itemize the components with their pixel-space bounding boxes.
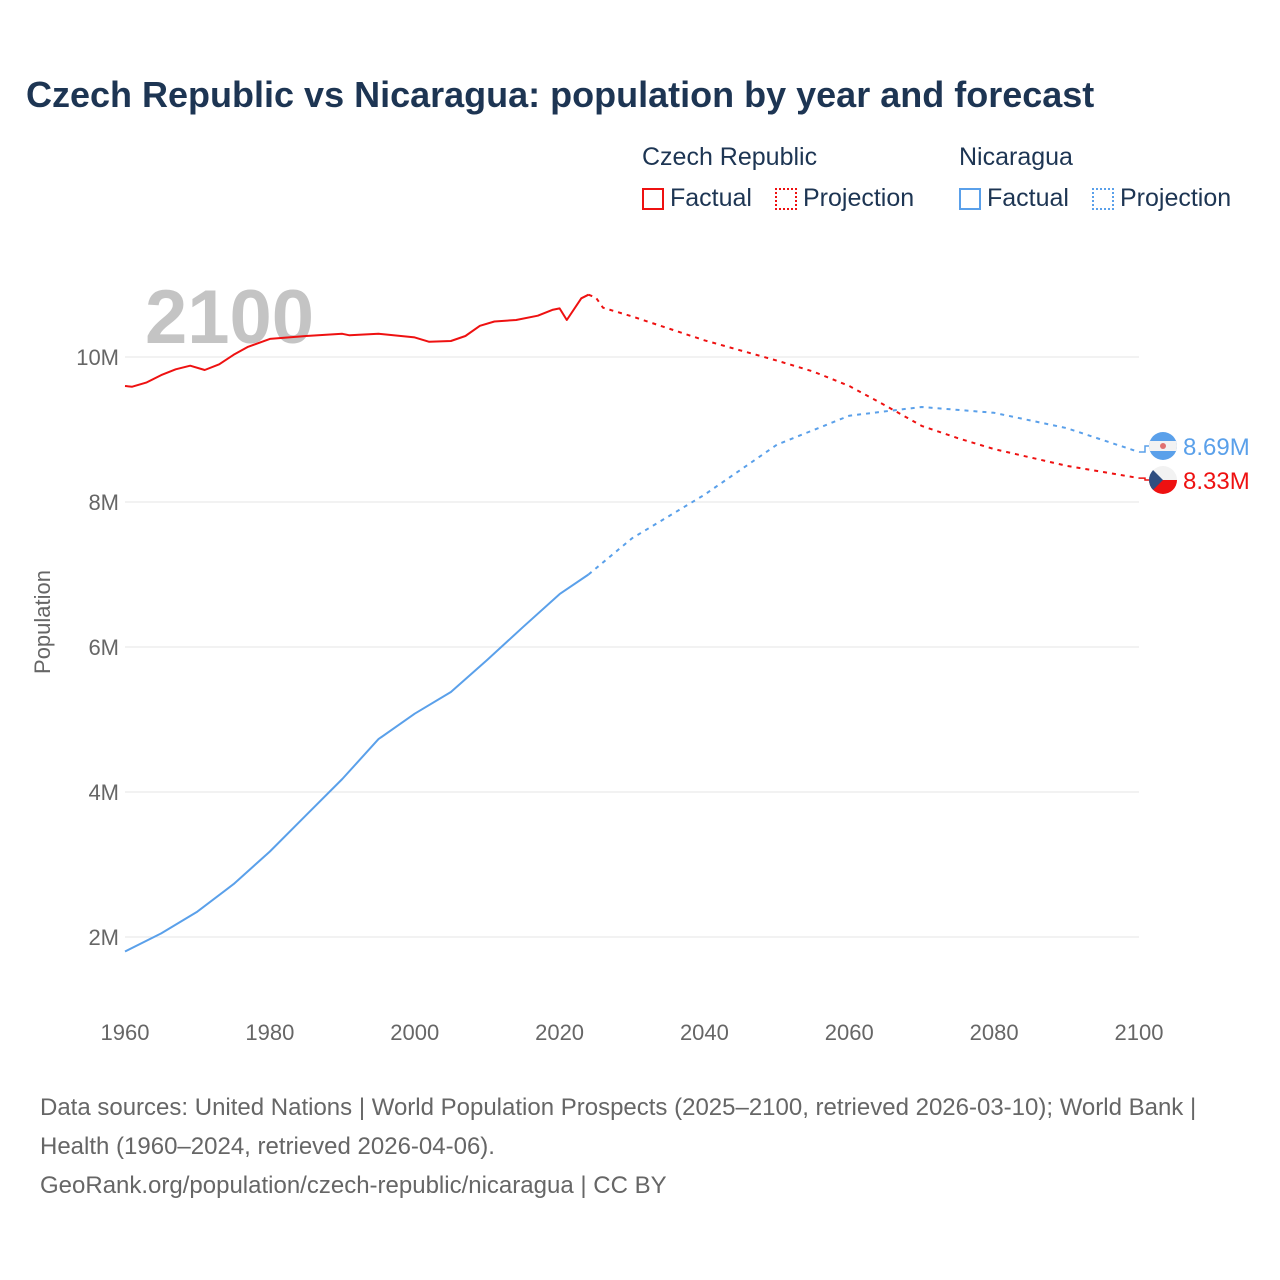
data-sources: Data sources: United Nations | World Pop…	[40, 1094, 1197, 1160]
legend-swatch-solid	[959, 187, 981, 210]
chart-title: Czech Republic vs Nicaragua: population …	[26, 74, 1095, 115]
end-connector	[1139, 477, 1149, 481]
legend-nicaragua-projection[interactable]: Projection	[1092, 184, 1231, 213]
legend-czech-factual[interactable]: Factual	[642, 184, 752, 213]
legend-nicaragua-factual[interactable]: Factual	[959, 184, 1069, 213]
czech-republic-projection-line	[588, 293, 1140, 480]
plot-area: 2100 2M 4M 6M 8M 10M 1960 1980 2000 2020 2040 2060…	[30, 275, 1250, 1045]
legend-swatch-dotted	[1092, 187, 1114, 210]
x-tick-label: 2000	[390, 1020, 439, 1045]
end-value-label: 8.33M	[1183, 468, 1250, 495]
x-tick-label: 2040	[680, 1020, 729, 1045]
legend-swatch-dotted	[775, 187, 797, 210]
x-tick-label: 2100	[1115, 1020, 1164, 1045]
footer: Data sources: United Nations | World Pop…	[40, 1088, 1240, 1205]
y-tick-label: 4M	[88, 780, 119, 805]
y-tick-label: 10M	[76, 345, 119, 370]
y-tick-label: 6M	[88, 635, 119, 660]
end-connector	[1139, 445, 1149, 453]
x-tick-label: 1980	[245, 1020, 294, 1045]
nicaragua-projection-line	[587, 406, 1140, 576]
x-tick-label: 2020	[535, 1020, 584, 1045]
legend-group-nicaragua: Nicaragua	[959, 143, 1073, 171]
legend-czech-projection[interactable]: Projection	[775, 184, 914, 213]
legend-label: Projection	[803, 184, 915, 212]
nicaragua-factual-line	[124, 573, 590, 953]
y-tick-label: 2M	[88, 925, 119, 950]
legend-label: Factual	[987, 184, 1069, 212]
nicaragua-flag-icon	[1149, 432, 1177, 460]
x-tick-label: 1960	[101, 1020, 150, 1045]
end-value-label: 8.69M	[1183, 434, 1250, 461]
x-tick-label: 2080	[970, 1020, 1019, 1045]
y-tick-label: 8M	[88, 490, 119, 515]
czech-flag-icon	[1149, 466, 1177, 494]
year-watermark: 2100	[145, 275, 314, 360]
y-axis-label: Population	[30, 570, 55, 674]
legend-label: Projection	[1120, 184, 1232, 212]
legend-label: Factual	[670, 184, 752, 212]
czech-republic-factual-line	[124, 293, 589, 388]
legend-group-czech: Czech Republic	[642, 143, 818, 171]
legend-swatch-solid	[642, 187, 664, 210]
x-tick-label: 2060	[825, 1020, 874, 1045]
source-link[interactable]: GeoRank.org/population/czech-republic/ni…	[40, 1172, 667, 1199]
